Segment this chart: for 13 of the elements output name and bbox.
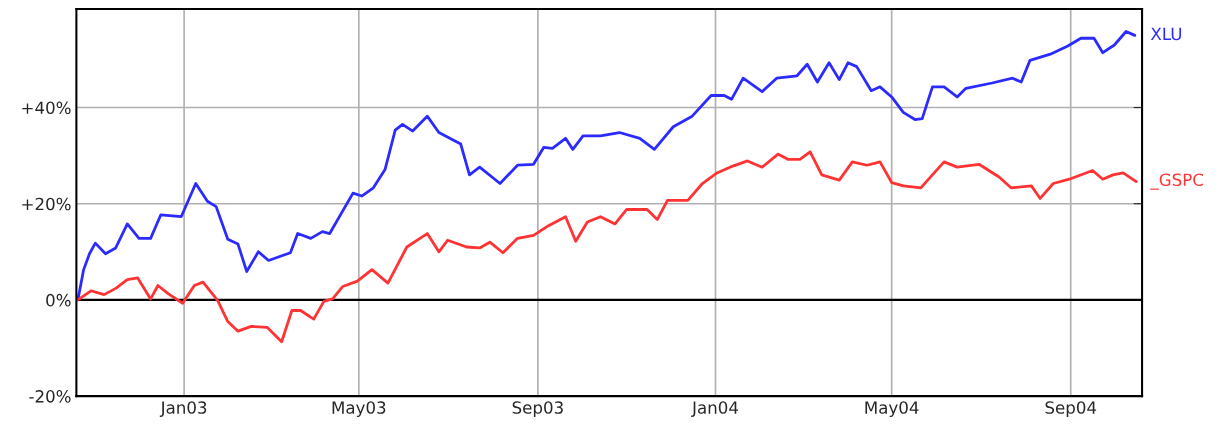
series-label: _GSPC	[1150, 173, 1204, 190]
x-tick-label: Jan04	[691, 401, 739, 417]
x-tick-label: Sep03	[512, 401, 563, 418]
y-tick-label: -20%	[29, 390, 71, 403]
y-tick-label: +40%	[22, 101, 71, 115]
x-tick-label: May03	[332, 401, 386, 418]
x-tick-label: May04	[865, 401, 919, 418]
x-tick-label: Sep04	[1045, 401, 1097, 418]
x-tick-label: Jan03	[159, 401, 207, 417]
series-label: XLU	[1150, 27, 1182, 41]
line-series	[76, 150, 1138, 344]
y-tick-label: +20%	[22, 197, 71, 211]
y-tick-label: 0%	[46, 293, 71, 307]
